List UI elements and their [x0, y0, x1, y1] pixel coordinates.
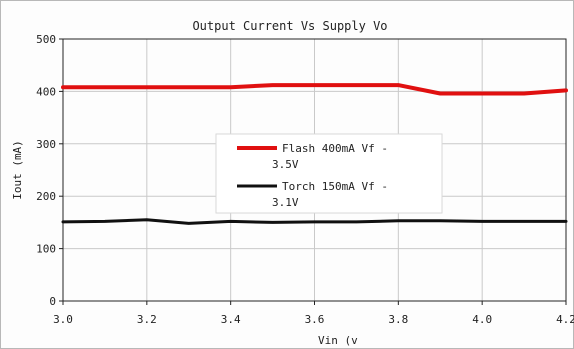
legend: Flash 400mA Vf -3.5V Torch 150mA Vf -3.1V [215, 133, 443, 214]
data-point [62, 221, 64, 223]
data-point [439, 92, 442, 95]
data-point [229, 86, 232, 89]
data-point [397, 220, 400, 222]
data-point [104, 220, 106, 223]
data-point [62, 86, 64, 89]
y-tick-label: 200 [36, 190, 56, 203]
data-point [146, 218, 148, 221]
data-point [355, 84, 358, 86]
y-tick-label: 300 [36, 138, 56, 151]
series-lines [61, 83, 568, 225]
data-point [523, 92, 525, 95]
data-point [271, 221, 274, 224]
x-axis-ticks: 3.0 3.2 3.4 3.6 3.8 4.0 4.2 [53, 301, 574, 326]
legend-label-torch: Torch 150mA Vf -3.1V [272, 180, 388, 209]
data-point [523, 220, 525, 223]
x-tick-label: 3.2 [137, 313, 157, 326]
x-axis-label: Vin (v [318, 334, 358, 347]
y-tick-label: 100 [36, 243, 56, 256]
data-point [187, 86, 190, 89]
chart-title: Output Current Vs Supply Vo [192, 19, 387, 33]
data-point [104, 86, 106, 89]
data-point [271, 84, 274, 86]
y-axis-ticks: 0 100 200 300 400 500 [36, 33, 63, 308]
data-point [313, 84, 316, 86]
data-point [313, 221, 316, 223]
data-point [355, 221, 358, 223]
x-tick-label: 4.0 [472, 313, 492, 326]
x-tick-label: 3.4 [221, 313, 241, 326]
data-point [481, 92, 483, 95]
x-tick-label: 3.0 [53, 313, 73, 326]
x-tick-label: 3.8 [388, 313, 408, 326]
x-tick-label: 3.6 [305, 313, 325, 326]
data-point [229, 220, 232, 223]
legend-label-flash: Flash 400mA Vf -3.5V [272, 142, 388, 171]
y-axis-label: Iout (mA) [11, 140, 24, 200]
data-point [146, 86, 148, 89]
data-point [439, 220, 442, 222]
y-tick-label: 400 [36, 85, 56, 98]
data-point [565, 89, 567, 92]
y-tick-label: 0 [49, 295, 56, 308]
x-tick-label: 4.2 [556, 313, 574, 326]
y-tick-label: 500 [36, 33, 56, 46]
data-point [397, 84, 400, 86]
data-point [187, 222, 190, 225]
data-point [481, 220, 483, 223]
data-point [565, 220, 567, 223]
